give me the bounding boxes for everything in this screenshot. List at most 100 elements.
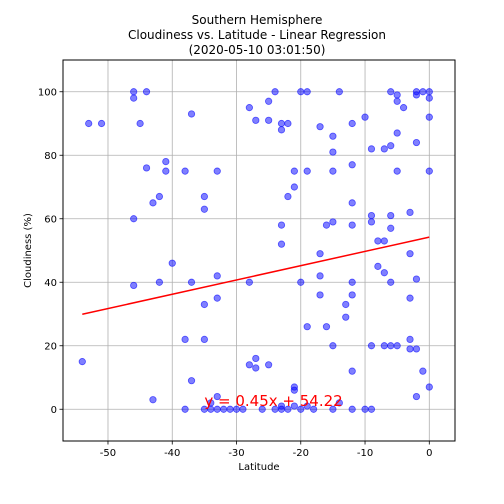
- data-point: [316, 291, 324, 299]
- data-point: [406, 345, 414, 353]
- data-point: [361, 405, 369, 413]
- data-point: [239, 405, 247, 413]
- x-tick-label: -30: [228, 448, 244, 459]
- data-point: [316, 272, 324, 280]
- data-point: [162, 167, 170, 175]
- plot-frame: [62, 59, 456, 442]
- data-point: [85, 119, 93, 128]
- data-point: [297, 278, 305, 286]
- data-point: [387, 88, 395, 96]
- data-point: [425, 88, 433, 96]
- data-point: [412, 275, 421, 283]
- y-tick-label: 0: [51, 405, 57, 416]
- data-point: [303, 88, 311, 96]
- data-point: [387, 211, 395, 220]
- data-point: [316, 250, 324, 258]
- data-point: [271, 88, 279, 96]
- data-point: [303, 323, 311, 331]
- data-point: [412, 345, 421, 353]
- data-point: [200, 192, 208, 201]
- data-point: [393, 97, 401, 105]
- data-point: [213, 167, 221, 175]
- axis-ticks: -50 -40 -30 -20 -10 0 0 20 40 60 80 100: [38, 87, 433, 459]
- data-point: [406, 208, 414, 216]
- data-point: [393, 129, 401, 137]
- data-point: [419, 88, 427, 96]
- data-point: [245, 104, 253, 112]
- data-point: [142, 88, 151, 96]
- y-tick-label: 80: [44, 151, 57, 162]
- data-point: [348, 291, 356, 299]
- data-point: [245, 278, 253, 286]
- x-tick-label: -10: [357, 448, 373, 459]
- data-point: [181, 405, 189, 413]
- data-point: [181, 167, 189, 175]
- data-point: [348, 278, 356, 286]
- x-axis-label: Latitude: [238, 462, 279, 473]
- data-point: [406, 335, 414, 343]
- y-tick-label: 20: [44, 341, 57, 352]
- data-point: [406, 250, 414, 258]
- data-point: [406, 294, 414, 302]
- data-point: [412, 138, 421, 147]
- data-point: [130, 94, 138, 102]
- chart-title-line-3: (2020-05-10 03:01:50): [189, 43, 326, 57]
- data-point: [425, 167, 433, 175]
- data-point: [329, 405, 337, 413]
- chart-title-line-2: Cloudiness vs. Latitude - Linear Regress…: [128, 28, 386, 42]
- data-point: [329, 167, 337, 175]
- data-point: [348, 199, 356, 207]
- data-point: [399, 104, 408, 112]
- data-point: [322, 323, 331, 331]
- data-point: [342, 300, 350, 309]
- data-point: [130, 281, 138, 290]
- data-point: [380, 145, 388, 153]
- data-point: [97, 119, 106, 128]
- data-point: [149, 199, 157, 207]
- data-point: [258, 405, 266, 413]
- data-point: [380, 237, 388, 245]
- data-point: [168, 259, 176, 267]
- data-point: [277, 119, 286, 128]
- data-point: [284, 405, 292, 413]
- data-point: [329, 218, 337, 226]
- data-point: [290, 386, 298, 394]
- data-point: [130, 88, 138, 96]
- chart-title-line-1: Southern Hemisphere: [192, 13, 323, 27]
- data-point: [252, 364, 260, 372]
- data-point: [187, 110, 196, 118]
- data-point: [393, 91, 401, 99]
- data-point: [412, 392, 421, 401]
- data-point: [277, 126, 286, 134]
- data-point: [419, 367, 427, 375]
- data-point: [252, 116, 260, 124]
- data-point: [265, 116, 273, 124]
- data-point: [303, 167, 311, 175]
- x-tick-label: -40: [164, 448, 180, 459]
- data-point: [380, 269, 388, 277]
- data-point: [367, 405, 376, 413]
- data-point: [425, 113, 433, 121]
- data-point: [297, 405, 305, 413]
- data-point: [374, 262, 382, 270]
- data-point: [290, 167, 298, 175]
- data-point: [155, 192, 163, 201]
- data-point: [348, 119, 356, 128]
- data-point: [200, 300, 208, 309]
- data-point: [181, 335, 189, 343]
- data-point: [316, 123, 324, 131]
- data-point: [322, 221, 331, 229]
- data-point: [187, 377, 196, 385]
- data-point: [367, 145, 376, 153]
- data-point: [130, 215, 138, 223]
- data-point: [162, 158, 170, 166]
- data-point: [213, 392, 221, 401]
- data-point: [342, 313, 350, 321]
- data-point: [387, 342, 395, 350]
- regression-line: [82, 236, 430, 315]
- data-point: [348, 161, 356, 169]
- y-tick-label: 100: [38, 87, 57, 98]
- data-point: [393, 167, 401, 175]
